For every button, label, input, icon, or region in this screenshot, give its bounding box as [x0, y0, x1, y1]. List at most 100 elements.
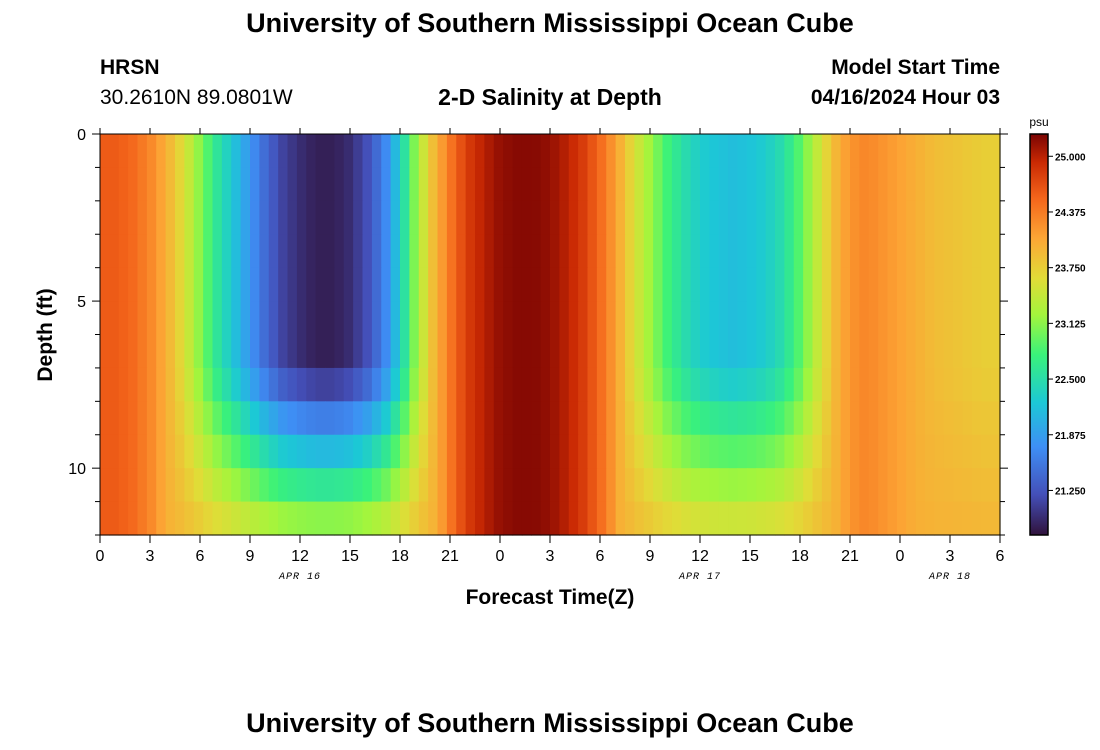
- heatmap-cell: [606, 334, 617, 369]
- x-tick-label: 3: [146, 548, 155, 565]
- heatmap-cell: [746, 401, 757, 436]
- heatmap-cell: [259, 501, 270, 536]
- heatmap-cell: [831, 301, 842, 336]
- heatmap-cell: [343, 501, 354, 536]
- heatmap-cell: [418, 200, 429, 235]
- heatmap-cell: [728, 167, 739, 202]
- heatmap-cell: [390, 501, 401, 536]
- heatmap-cell: [568, 234, 579, 269]
- heatmap-cell: [540, 334, 551, 369]
- heatmap-cell: [831, 267, 842, 302]
- heatmap-cell: [212, 234, 223, 269]
- heatmap-cell: [606, 234, 617, 269]
- heatmap-cell: [653, 234, 664, 269]
- date-labels: APR 16 APR 17 APR 18: [278, 572, 970, 583]
- heatmap-cell: [746, 367, 757, 402]
- heatmap-cell: [100, 468, 110, 503]
- model-start-value: 04/16/2024 Hour 03: [810, 86, 1000, 109]
- heatmap-cell: [634, 167, 645, 202]
- heatmap-cell: [953, 434, 964, 469]
- heatmap-cell: [503, 501, 514, 536]
- heatmap-cell: [681, 367, 692, 402]
- heatmap-cell: [943, 434, 954, 469]
- heatmap-cell: [587, 267, 598, 302]
- x-tick-label: 12: [691, 548, 709, 565]
- heatmap-cell: [962, 301, 973, 336]
- heatmap-cell: [221, 301, 232, 336]
- heatmap-cell: [878, 401, 889, 436]
- heatmap-cell: [446, 200, 457, 235]
- heatmap-cell: [250, 234, 260, 269]
- heatmap-cell: [896, 401, 907, 436]
- heatmap-cell: [325, 434, 335, 469]
- heatmap-cell: [803, 434, 814, 469]
- heatmap-cell: [165, 200, 176, 235]
- heatmap-cell: [587, 434, 598, 469]
- heatmap-cell: [390, 401, 401, 436]
- heatmap-cell: [100, 434, 110, 469]
- heatmap-cell: [934, 401, 945, 436]
- heatmap-cell: [850, 134, 860, 169]
- heatmap-cell: [765, 234, 776, 269]
- heatmap-cell: [784, 301, 795, 336]
- heatmap-cell: [850, 468, 860, 503]
- heatmap-cell: [231, 468, 242, 503]
- heatmap-cell: [287, 401, 298, 436]
- heatmap-cell: [409, 501, 420, 536]
- heatmap-cell: [343, 134, 354, 169]
- heatmap-cell: [137, 434, 148, 469]
- heatmap-cell: [306, 434, 317, 469]
- heatmap-cell: [990, 401, 1001, 436]
- heatmap-cell: [456, 301, 467, 336]
- heatmap-cell: [381, 200, 392, 235]
- heatmap-cell: [953, 134, 964, 169]
- heatmap-cell: [990, 167, 1001, 202]
- heatmap-cell: [540, 301, 551, 336]
- heatmap-cell: [756, 501, 767, 536]
- heatmap-cell: [793, 334, 804, 369]
- heatmap-cell: [559, 468, 570, 503]
- heatmap-cell: [437, 434, 448, 469]
- heatmap-cell: [250, 200, 260, 235]
- heatmap-cell: [475, 434, 485, 469]
- heatmap-cell: [156, 468, 167, 503]
- heatmap-cell: [165, 234, 176, 269]
- heatmap-cell: [812, 167, 823, 202]
- heatmap-cell: [746, 167, 757, 202]
- heatmap-cell: [465, 301, 476, 336]
- heatmap-cell: [934, 234, 945, 269]
- heatmap-cell: [868, 468, 879, 503]
- heatmap-cell: [418, 401, 429, 436]
- heatmap-cell: [690, 301, 701, 336]
- heatmap-cell: [371, 267, 382, 302]
- heatmap-cell: [925, 334, 935, 369]
- heatmap-cell: [737, 434, 748, 469]
- heatmap-cell: [446, 367, 457, 402]
- heatmap-cell: [925, 167, 935, 202]
- heatmap-cell: [906, 200, 917, 235]
- heatmap-cell: [512, 367, 523, 402]
- heatmap-cell: [390, 334, 401, 369]
- heatmap-cell: [296, 134, 307, 169]
- heatmap-cell: [962, 200, 973, 235]
- heatmap-cell: [662, 134, 673, 169]
- heatmap-cell: [915, 401, 926, 436]
- heatmap-cell: [250, 167, 260, 202]
- heatmap-cell: [934, 501, 945, 536]
- heatmap-cell: [503, 367, 514, 402]
- heatmap-cell: [240, 234, 251, 269]
- heatmap-cell: [559, 234, 570, 269]
- heatmap-cell: [934, 468, 945, 503]
- heatmap-cell: [446, 468, 457, 503]
- heatmap-cell: [315, 468, 326, 503]
- heatmap-cell: [559, 134, 570, 169]
- heatmap-cell: [212, 501, 223, 536]
- station-coordinates: 30.2610N 89.0801W: [100, 86, 293, 109]
- heatmap-cell: [165, 468, 176, 503]
- heatmap-cell: [146, 134, 157, 169]
- heatmap-cell: [634, 501, 645, 536]
- heatmap-cell: [128, 468, 139, 503]
- heatmap-cell: [559, 434, 570, 469]
- heatmap-cell: [915, 200, 926, 235]
- heatmap-cell: [334, 267, 345, 302]
